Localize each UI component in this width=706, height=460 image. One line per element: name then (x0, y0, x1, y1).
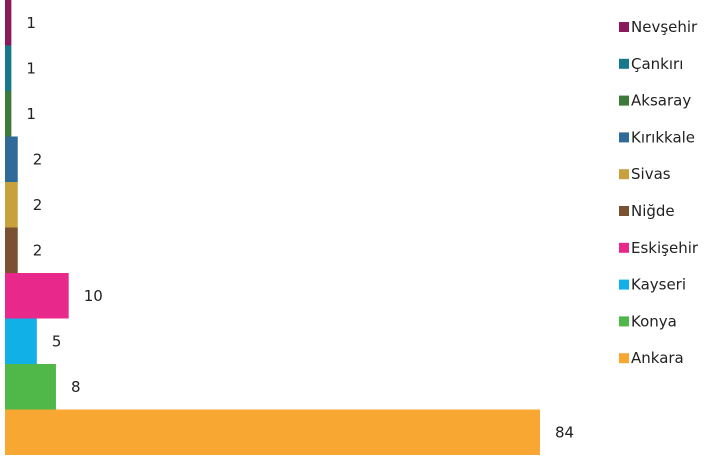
bar-1 (5, 45, 12, 91)
legend-label: Eskişehir (631, 239, 699, 257)
legend-label: Nevşehir (631, 18, 698, 36)
bar-value-label: 1 (26, 105, 36, 123)
legend-swatch (619, 169, 629, 180)
legend-swatch (619, 22, 629, 32)
bar-value-label: 2 (33, 150, 43, 168)
bar-value-label: 10 (84, 287, 103, 305)
bar-value-label: 1 (26, 14, 36, 32)
legend-swatch (619, 132, 629, 143)
bar-value-label: 5 (52, 332, 62, 350)
bar-6 (5, 273, 69, 319)
legend-swatch (619, 206, 629, 216)
legend-label: Sivas (631, 165, 671, 183)
bar-5 (5, 227, 18, 273)
bar-3 (5, 136, 18, 182)
bar-value-label: 84 (555, 423, 574, 441)
legend-label: Aksaray (631, 92, 691, 110)
bar-9 (5, 409, 540, 455)
legend: Nevşehir Çankırı Aksaray Kırıkkale Sivas Niğd… (619, 18, 699, 367)
legend-swatch (619, 316, 629, 327)
legend-swatch (619, 279, 629, 290)
legend-swatch (619, 353, 629, 364)
bar-value-label: 8 (71, 378, 81, 396)
bar-8 (5, 364, 56, 410)
legend-label: Kayseri (631, 276, 686, 294)
bar-0 (5, 0, 12, 46)
bar-2 (5, 91, 12, 137)
legend-label: Kırıkkale (631, 128, 695, 146)
bar-value-label: 2 (33, 241, 43, 259)
legend-label: Konya (631, 312, 677, 330)
legend-label: Ankara (631, 349, 684, 367)
legend-swatch (619, 58, 629, 69)
legend-label: Niğde (631, 202, 675, 220)
bar-value-label: 2 (33, 196, 43, 214)
legend-swatch (619, 242, 629, 253)
bars-group: 1 1 1 2 2 2 10 5 8 84 (5, 0, 574, 455)
bar-value-label: 1 (26, 59, 36, 77)
legend-label: Çankırı (631, 55, 683, 73)
legend-swatch (619, 95, 629, 106)
bar-4 (5, 182, 18, 228)
bar-7 (5, 318, 37, 364)
